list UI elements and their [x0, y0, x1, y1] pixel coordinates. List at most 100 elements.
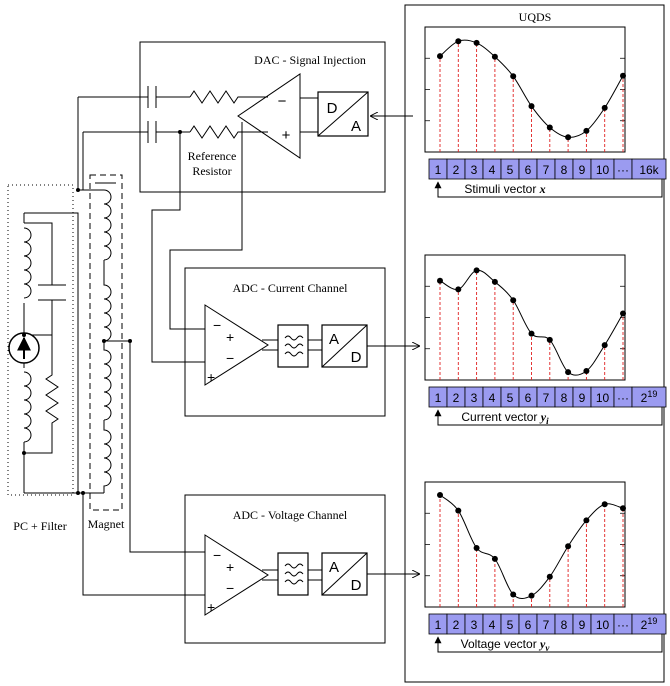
sample-point — [528, 103, 535, 110]
magnet-coil-icon — [103, 189, 112, 493]
dac-opamp-icon — [237, 73, 301, 159]
sample-point — [565, 369, 572, 376]
adc-current-converter-a: A — [329, 331, 339, 348]
vector-cell-label: 9 — [579, 618, 586, 632]
sample-point — [546, 336, 553, 343]
dac-converter-d: D — [327, 100, 338, 117]
injection-capacitor-top — [147, 86, 157, 108]
uqds-title: UQDS — [519, 10, 552, 24]
sample-point — [583, 367, 590, 374]
svg-text:+: + — [207, 369, 215, 385]
vector-cell-label: ··· — [617, 391, 629, 405]
sample-point — [491, 53, 498, 60]
dac-converter-a: A — [351, 118, 361, 135]
sample-point — [601, 342, 608, 349]
vector-cell-label: 5 — [507, 391, 514, 405]
vector-cell-label: 6 — [525, 391, 532, 405]
injection-capacitor-bottom — [147, 121, 157, 143]
vector-cell-label: 7 — [543, 618, 550, 632]
sample-point — [455, 507, 462, 514]
reference-label: Reference — [188, 149, 237, 163]
sample-point — [491, 555, 498, 562]
vector-cell-label: 8 — [561, 391, 568, 405]
vector-cell-label: 3 — [471, 391, 478, 405]
filter-capacitor — [38, 284, 66, 301]
sample-plot-frame — [424, 26, 626, 153]
vector-cell-label: 3 — [471, 618, 478, 632]
sample-point — [583, 127, 590, 134]
pc-filter-block: PC + Filter — [7, 184, 79, 533]
vector-cell-label: 4 — [489, 163, 496, 177]
lowpass-filter-icon — [277, 552, 309, 596]
sample-plot-frame — [424, 481, 626, 608]
sample-point — [455, 286, 462, 293]
vector-cell-label: 1 — [435, 163, 442, 177]
sample-point — [546, 124, 553, 131]
vector-cell-label: 7 — [543, 163, 550, 177]
adc-current-converter-d: D — [351, 349, 362, 366]
vector-cell-label: 3 — [471, 163, 478, 177]
vector-cell-label: 2 — [453, 163, 460, 177]
vector-cell-label: 7 — [543, 391, 550, 405]
vector-panel-1: 1 2 3 4 5 6 7 8 9 10 ··· 16k Stimuli vector x — [424, 26, 667, 198]
svg-text:+: + — [226, 329, 234, 345]
uqds-block: UQDS — [404, 4, 665, 683]
adc-current-channel-block: ADC - Current Channel − + − + A D — [184, 267, 420, 417]
sample-point — [565, 543, 572, 550]
sample-point — [620, 505, 626, 512]
vector-cell-label: 8 — [561, 163, 568, 177]
vector-cell-label: ··· — [617, 618, 629, 632]
sample-point — [528, 330, 535, 337]
svg-text:−: − — [213, 547, 221, 563]
adc-voltage-opamp-icon — [204, 534, 269, 616]
adc-voltage-converter-a: A — [329, 559, 339, 576]
magnet-block: Magnet — [76, 97, 132, 531]
vector-cell-label: 219 — [641, 389, 658, 405]
sample-point — [601, 501, 608, 508]
sample-point — [473, 267, 480, 274]
vector-cell-label: 10 — [596, 391, 610, 405]
vector-cell-label: 8 — [561, 618, 568, 632]
vector-cell-label: 4 — [489, 391, 496, 405]
vector-cell-label: 6 — [525, 163, 532, 177]
vector-cell-label: 6 — [525, 618, 532, 632]
magnet-label: Magnet — [88, 517, 125, 531]
resistor-label: Resistor — [192, 164, 231, 178]
pc-filter-label: PC + Filter — [13, 519, 66, 533]
sample-point — [491, 278, 498, 285]
vector-caption: Voltage vector yv — [461, 637, 551, 653]
sample-point — [437, 492, 443, 499]
vector-panel-2: 1 2 3 4 5 6 7 8 9 10 ··· 219 Current vector yi — [424, 254, 667, 426]
sample-point — [601, 104, 608, 111]
vector-cell-label: 5 — [507, 163, 514, 177]
adc-voltage-converter-d: D — [351, 577, 362, 594]
sample-point — [510, 591, 517, 598]
adc-current-title: ADC - Current Channel — [233, 281, 349, 295]
dac-signal-injection-block: DAC - Signal Injection − + D A Reference… — [78, 41, 413, 193]
svg-text:−: − — [226, 350, 234, 366]
vector-cell-label: 9 — [579, 163, 586, 177]
svg-text:−: − — [213, 317, 221, 333]
sample-point — [473, 39, 480, 46]
vector-cell-label: 16k — [639, 163, 659, 177]
sample-point — [473, 544, 480, 551]
dac-title: DAC - Signal Injection — [254, 53, 366, 67]
vector-cell — [631, 613, 667, 635]
sample-point — [437, 277, 443, 284]
filter-resistor-icon — [24, 335, 59, 454]
vector-cell — [631, 158, 667, 180]
filter-inductor-top — [23, 227, 32, 299]
sample-point — [510, 297, 517, 304]
reference-resistor-icon — [189, 125, 262, 139]
sample-point — [510, 73, 517, 80]
sample-point — [565, 134, 572, 141]
sample-point — [546, 573, 553, 580]
vector-cell-label: 4 — [489, 618, 496, 632]
vector-panel-3: 1 2 3 4 5 6 7 8 9 10 ··· 219 Voltage vector yv — [424, 481, 667, 653]
vector-cell — [631, 386, 667, 408]
vector-caption: Stimuli vector x — [464, 182, 545, 196]
vector-cell-label: 1 — [435, 391, 442, 405]
adc-current-opamp-icon — [204, 304, 269, 386]
